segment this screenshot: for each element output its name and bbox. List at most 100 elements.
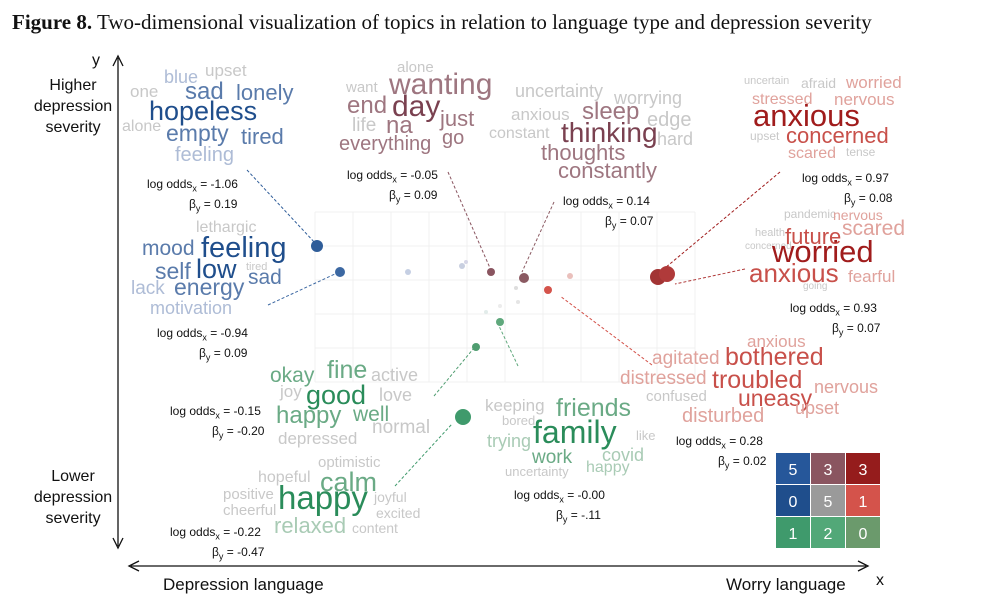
topic-dot xyxy=(567,273,573,279)
stat-x-line: log oddsx = -1.06 xyxy=(147,177,238,194)
y-top-line-3: severity xyxy=(45,119,101,136)
stat-x-value: = -0.94 xyxy=(206,326,248,340)
cloud-word: life xyxy=(352,115,377,136)
legend-cell-value: 1 xyxy=(789,526,798,543)
leader-line xyxy=(246,169,317,245)
stat-annotation: log oddsx = -0.22 βy = -0.47 xyxy=(170,524,264,565)
cloud-word: thoughts xyxy=(541,140,626,165)
cloud-word: good xyxy=(306,380,367,410)
y-top-line-1: Higher xyxy=(49,77,97,94)
cloud-word: anxious xyxy=(511,105,570,124)
stat-beta-value: = 0.19 xyxy=(200,197,238,212)
stat-x-line: log oddsx = 0.28 xyxy=(676,434,763,451)
leader-lines xyxy=(246,169,781,487)
y-bottom-line-1: Lower xyxy=(51,468,95,485)
cloud-word: sleep xyxy=(582,98,640,125)
topic-dot xyxy=(311,240,323,252)
stat-x-line: log oddsx = -0.05 xyxy=(347,168,438,185)
cloud-word: depressed xyxy=(278,429,358,448)
topic-dot xyxy=(487,268,495,276)
stat-annotation: log oddsx = -1.06 βy = 0.19 xyxy=(147,176,238,217)
topic-dot xyxy=(516,300,520,304)
cloud-word: happy xyxy=(278,479,368,516)
leader-line xyxy=(267,273,336,306)
cloud-word: anxious xyxy=(753,98,860,133)
cloud-word: hopeless xyxy=(149,96,258,126)
cloud-word: stressed xyxy=(752,91,813,108)
topic-dot xyxy=(464,260,468,264)
x-axis-arrow-right xyxy=(857,560,870,572)
topic-dot xyxy=(472,343,480,351)
cloud-word: fine xyxy=(327,356,368,384)
cloud-word: work xyxy=(532,447,573,468)
cloud-word: happy xyxy=(276,402,342,429)
cloud-word: go xyxy=(442,127,465,149)
cloud-word: content xyxy=(352,520,398,536)
cloud-word: energy xyxy=(174,274,245,300)
stat-x-label: log odds xyxy=(157,326,203,340)
cloud-word: tense xyxy=(846,145,876,159)
stat-x-value: = -0.22 xyxy=(219,525,261,539)
cloud-word: everything xyxy=(339,133,432,155)
cloud-word: afraid xyxy=(801,75,837,91)
legend-cell xyxy=(776,485,810,516)
stat-beta-line: βy = 0.19 xyxy=(189,197,238,214)
stat-x-label: log odds xyxy=(802,171,848,185)
topic-dot xyxy=(459,263,465,269)
cloud-word: upset xyxy=(795,398,840,418)
stat-beta-value: = 0.02 xyxy=(729,454,767,469)
cloud-word: covid xyxy=(602,445,645,465)
cloud-word: calm xyxy=(320,467,378,497)
stat-x-label: log odds xyxy=(790,301,836,315)
stat-beta-label: β xyxy=(189,197,196,212)
stat-beta-label: β xyxy=(212,545,219,560)
legend-cell xyxy=(846,453,880,484)
leader-line xyxy=(664,171,781,269)
topic-dot xyxy=(498,304,502,308)
cloud-word: feeling xyxy=(175,144,234,166)
cloud-word: worried xyxy=(772,234,874,269)
cloud-word: alone xyxy=(122,118,162,135)
leader-line xyxy=(394,423,453,487)
stat-annotation: log oddsx = 0.93 βy = 0.07 xyxy=(790,300,880,341)
stat-beta-line: βy = 0.02 xyxy=(718,454,767,471)
cloud-word: troubled xyxy=(712,366,803,394)
cloud-word: edge xyxy=(647,109,692,131)
stat-x-label: log odds xyxy=(170,525,216,539)
stat-beta-label: β xyxy=(832,321,839,336)
topic-dot xyxy=(484,310,488,314)
stat-x-line: log oddsx = -0.94 xyxy=(157,326,248,343)
stat-x-value: = 0.14 xyxy=(612,194,650,208)
cloud-word: happy xyxy=(586,459,630,476)
x-axis-left-label: Depression language xyxy=(163,575,324,594)
stat-x-label: log odds xyxy=(347,168,393,182)
cloud-word: anxious xyxy=(749,258,839,288)
stat-beta-value: = -0.20 xyxy=(223,424,265,439)
cloud-word: one xyxy=(130,82,159,101)
cloud-word: worried xyxy=(846,73,902,92)
stat-beta-value: = -.11 xyxy=(567,508,601,523)
cloud-word: confused xyxy=(646,388,707,405)
cloud-word: day xyxy=(392,90,441,123)
legend-cell xyxy=(811,453,845,484)
cloud-word: na xyxy=(386,112,413,139)
cloud-word: lonely xyxy=(236,80,294,105)
cloud-word: nervous xyxy=(833,207,883,223)
cloud-word: motivation xyxy=(150,298,233,318)
y-bottom-line-2: depression xyxy=(33,489,113,506)
cloud-word: hard xyxy=(657,129,694,149)
stat-beta-line: βy = 0.09 xyxy=(199,346,248,363)
stat-x-label: log odds xyxy=(147,177,193,191)
cloud-word: going xyxy=(803,281,828,292)
cloud-word: cheerful xyxy=(223,502,277,519)
legend-cell xyxy=(776,453,810,484)
stat-beta-label: β xyxy=(556,508,563,523)
stat-beta-label: β xyxy=(718,454,725,469)
cloud-word: future xyxy=(785,224,842,249)
stat-annotation: log oddsx = 0.97 βy = 0.08 xyxy=(802,170,892,211)
stat-x-line: log oddsx = -0.15 xyxy=(170,404,261,421)
figure-number: Figure 8. xyxy=(12,10,93,34)
y-top-line-2: depression xyxy=(33,98,113,115)
leader-line xyxy=(433,347,475,397)
